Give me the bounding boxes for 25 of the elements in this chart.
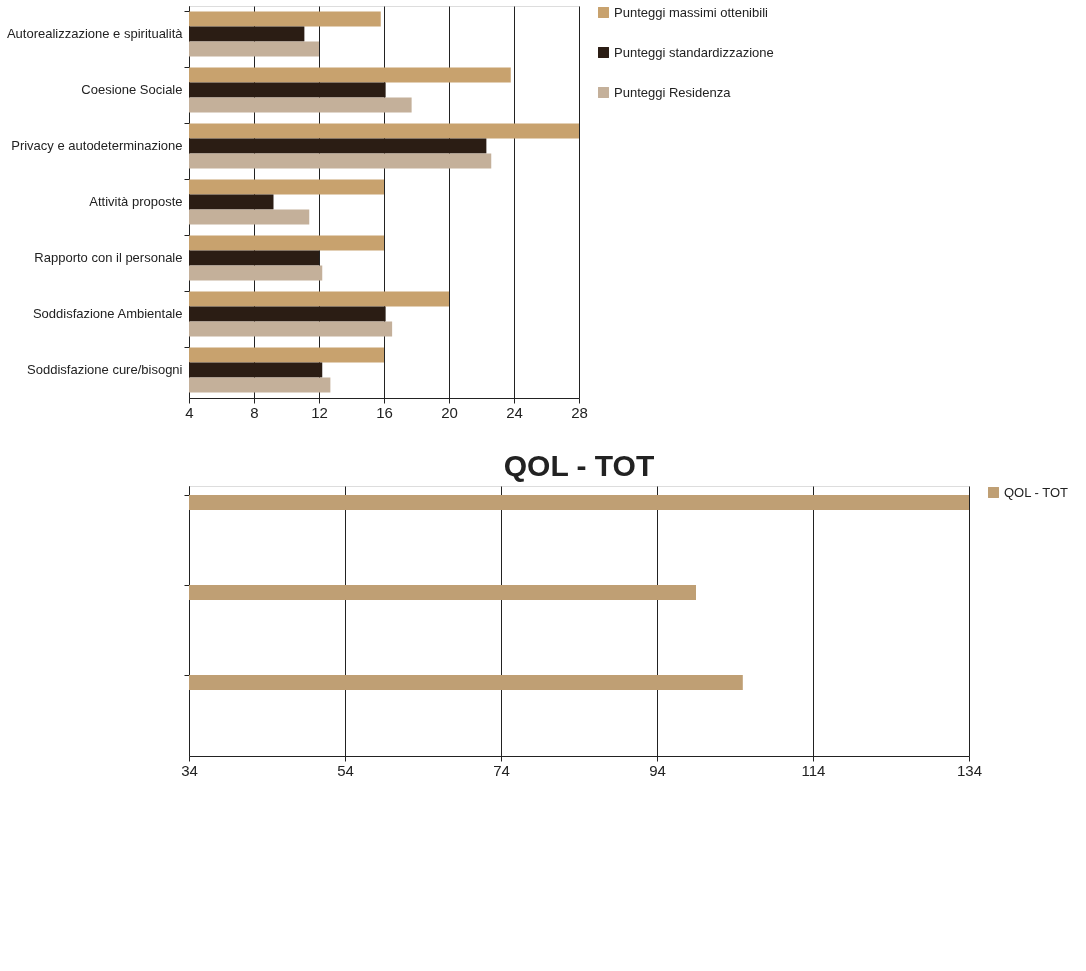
- x-tick-label: 74: [493, 761, 510, 779]
- x-tick-label: 28: [571, 403, 588, 421]
- chart-title: QOL - TOT: [503, 449, 655, 482]
- x-tick-label: 16: [376, 403, 393, 421]
- x-tick-label: 94: [649, 761, 666, 779]
- x-tick-label: 20: [441, 403, 458, 421]
- y-tick-label: Attività proposte: [89, 194, 183, 209]
- x-tick-label: 24: [506, 403, 523, 421]
- y-tick-label: Coesione Sociale: [81, 82, 183, 97]
- x-tick-label: 8: [250, 403, 259, 421]
- legend-label: Punteggi standardizzazione: [614, 44, 774, 60]
- x-tick-label: 54: [337, 761, 354, 779]
- y-tick-label: Soddisfazione Ambientale: [32, 306, 183, 321]
- x-tick-label: 12: [311, 403, 328, 421]
- y-tick-label: Rapporto con il personale: [34, 250, 183, 265]
- x-tick-label: 134: [956, 761, 983, 779]
- x-tick-label: 4: [185, 403, 194, 421]
- x-tick-label: 114: [801, 761, 826, 779]
- legend-label: Punteggi massimi ottenibili: [614, 4, 769, 20]
- y-tick-label: Soddisfazione cure/bisogni: [27, 362, 183, 377]
- legend-label: QOL - TOT: [1004, 484, 1069, 500]
- y-tick-label: Privacy e autodeterminazione: [11, 138, 183, 153]
- y-tick-label: Autorealizzazione e spiritualità: [6, 26, 184, 41]
- x-tick-label: 34: [181, 761, 198, 779]
- legend-label: Punteggi Residenza: [614, 84, 732, 100]
